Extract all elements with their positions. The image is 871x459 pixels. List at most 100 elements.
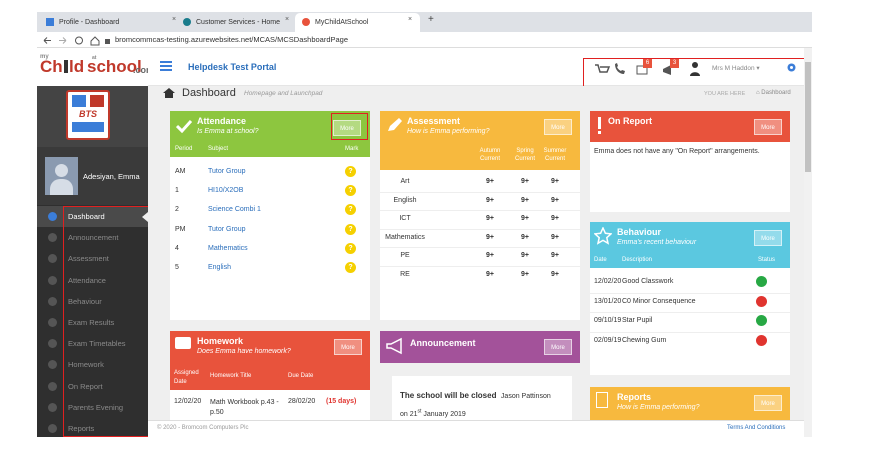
new-tab[interactable]: + [428,14,434,25]
home[interactable] [90,36,100,46]
panel-title: Behaviour [617,227,662,237]
date-sup: st [417,408,422,415]
column-header: Due Date [288,373,314,379]
panel-header [170,111,370,157]
logo-school: school [87,57,142,76]
menu-item[interactable]: Exam Results [37,312,148,333]
menu-item[interactable]: Announcement [37,227,148,248]
crest: BTS [66,90,110,140]
panel-text: Emma does not have any "On Report" arran… [594,148,760,155]
menu-label: Dashboard [68,212,105,221]
row-divider [380,228,580,230]
row-divider [590,292,790,294]
tab[interactable]: Profile - Dashboard [46,14,171,32]
date-pre: on 21 [400,411,418,418]
alert-icon [598,117,601,129]
row-divider [380,265,580,267]
menu-label: Homework [68,360,104,370]
grade: 9+ [551,196,559,204]
menu-item[interactable]: Exam Timetables [37,333,148,354]
more-button[interactable]: More [754,230,782,246]
more-button[interactable]: More [334,339,362,355]
cart[interactable] [595,64,611,73]
menu-label: On Report [68,381,103,391]
menu-item[interactable]: Parents Evening [37,397,148,418]
grade: 9+ [551,233,559,241]
column-header: Assigned Date [174,370,199,385]
megaphone[interactable] [663,65,671,75]
more-button[interactable]: More [333,120,361,136]
mail-badge: 6 [643,59,652,68]
menu-item[interactable]: On Report [37,376,148,397]
breadcrumb-link[interactable]: ⌂ Dashboard [756,90,791,96]
subject-link[interactable]: HI10/X2OB [208,187,244,195]
subject: RE [400,270,410,278]
menu-item[interactable]: Homework [37,354,148,375]
more-button[interactable]: More [544,119,572,135]
breadcrumb-current: Dashboard [761,90,791,96]
tab-close[interactable]: × [408,16,413,23]
active-arrow [142,212,148,222]
subject-link[interactable]: English [208,264,231,271]
megaphone-icon [386,337,402,355]
subject-link[interactable]: Science Combi 1 [208,206,261,214]
menu-label: Attendance [68,275,106,285]
announcement-item[interactable]: The school will be closed Jason Pattinso… [392,376,572,420]
document-icon [596,392,608,408]
menu-item[interactable]: Reports [37,418,148,439]
menu-icon [48,212,57,221]
forward[interactable] [59,37,67,44]
more-button[interactable]: More [754,119,782,135]
hamburger[interactable] [160,61,172,71]
panel-subtitle: Emma's recent behaviour [617,239,697,246]
url[interactable]: bromcommcas-testing.azurewebsites.net/MC… [115,35,349,44]
more-button[interactable]: More [754,395,782,411]
check-icon [176,119,192,133]
more-button[interactable]: More [544,339,572,355]
description: C0 Minor Consequence [622,297,696,305]
phone[interactable] [615,63,625,74]
crest-text: BTS [79,109,97,119]
user-menu[interactable]: Mrs M Haddon ▾ [712,65,760,72]
terms-link[interactable]: Terms And Conditions [727,425,786,431]
homework-panel: Homework Does Emma have homework? More A… [170,331,370,420]
panel-title: Announcement [410,338,476,348]
menu-icon [48,381,57,391]
mail[interactable] [636,65,648,75]
user-icon[interactable] [692,62,698,68]
column-header: Date [594,257,607,263]
date: 13/01/20 [594,297,622,305]
menu-item[interactable]: Attendance [37,270,148,291]
grade: 9+ [486,215,494,222]
reload[interactable] [75,36,83,45]
column-header: Description [622,257,653,263]
tab[interactable]: Customer Services - Home [183,14,308,32]
behaviour-panel: Behaviour Emma's recent behaviour More D… [590,222,790,375]
date-post: January 2019 [423,411,466,418]
highlight-box [583,58,805,88]
announcement-panel: Announcement More The school will be clo… [380,331,580,420]
menu-label: Reports [68,424,95,433]
subject-link[interactable]: Tutor Group [208,168,246,175]
tab-active[interactable]: MyChildAtSchool [295,13,420,32]
subject-link[interactable]: Tutor Group [208,225,246,233]
menu-item[interactable]: Dashboard [37,206,148,227]
highlight-box [63,206,154,437]
menu-label: Announcement [68,233,119,243]
pencil-icon [388,118,402,131]
grade: 9+ [486,178,494,185]
mark: ? [345,166,356,177]
menu-item[interactable]: Assessment [37,248,148,269]
period: AM [175,168,186,175]
subject-link[interactable]: Mathematics [208,244,248,252]
avatar [45,157,78,195]
panel-title: Attendance [197,116,247,126]
grade: 9+ [521,196,529,204]
menu-item[interactable]: Behaviour [37,291,148,312]
panel-header [170,331,370,390]
tab-close[interactable]: × [172,16,177,23]
grade: 9+ [551,252,559,259]
settings[interactable] [786,62,797,73]
tab-close[interactable]: × [285,16,290,23]
back[interactable] [43,37,51,44]
